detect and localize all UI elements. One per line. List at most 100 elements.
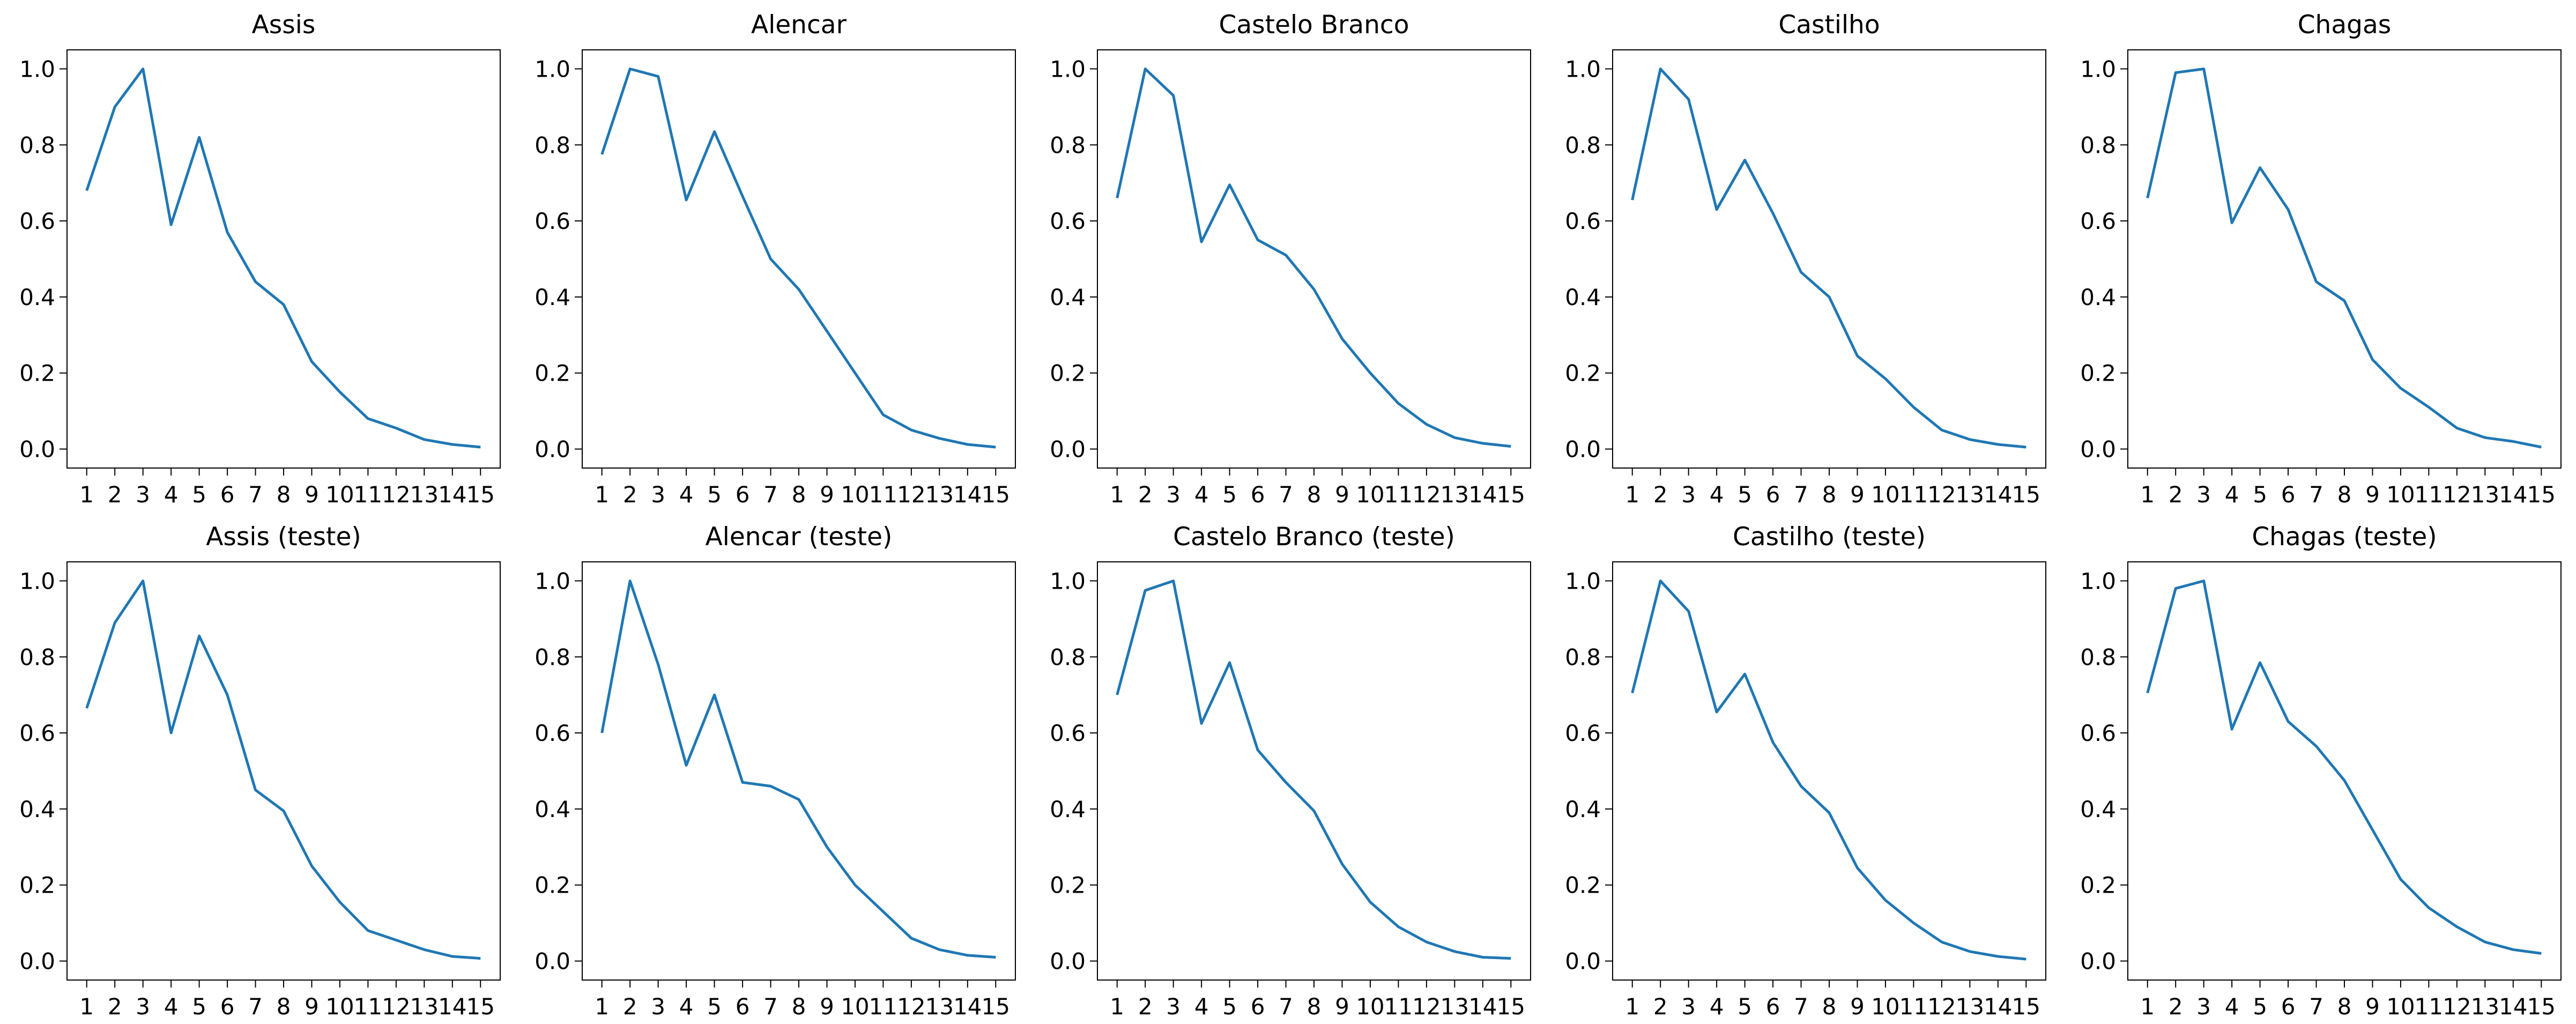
y-tick-label: 0.2: [1050, 872, 1086, 899]
x-tick-label: 11: [354, 481, 382, 508]
subplot-title: Alencar: [751, 10, 847, 40]
x-tick-label: 3: [136, 481, 150, 508]
x-tick-label: 15: [1497, 481, 1525, 508]
y-tick-label: 1.0: [1050, 568, 1086, 594]
x-tick-label: 4: [1194, 993, 1209, 1020]
y-tick-label: 0.6: [2080, 208, 2116, 234]
subplot: Castelo Branco (teste) 0.0 0.2 0.4 0.6 0.8 1.0…: [1030, 512, 1546, 1024]
y-tick-label: 1.0: [2080, 56, 2116, 82]
x-tick-label: 13: [1441, 481, 1469, 508]
x-tick-label: 5: [192, 481, 206, 508]
x-tick-label: 6: [1766, 481, 1780, 508]
subplot: Castilho 0.0 0.2 0.4 0.6 0.8 1.0 1 2 3 4 5 6 7 8 9 10 11 1…: [1546, 0, 2061, 512]
x-tick-label: 12: [2443, 481, 2471, 508]
x-tick-label: 11: [869, 993, 897, 1020]
x-tick-label: 8: [277, 993, 291, 1020]
x-tick-label: 8: [1822, 481, 1837, 508]
x-tick-label: 6: [1251, 481, 1265, 508]
y-tick-label: 1.0: [19, 56, 55, 82]
line-chart: Assis (teste)0.00.20.40.60.81.01 2 3 4 5 6 7 8 9…: [19, 522, 501, 1020]
x-tick-label: 5: [1738, 481, 1752, 508]
x-tick-label: 9: [305, 481, 319, 508]
x-tick-label: 12: [1927, 481, 1956, 508]
y-tick-label: 0.2: [19, 872, 55, 899]
y-tick-label: 0.8: [19, 132, 55, 158]
y-tick-label: 0.6: [1050, 208, 1086, 234]
y-tick-label: 1.0: [19, 568, 55, 594]
subplot-title: Assis (teste): [206, 522, 361, 552]
x-tick-label: 9: [820, 993, 834, 1020]
x-tick-label: 2: [1653, 481, 1668, 508]
subplot: Chagas (teste) 0.0 0.2 0.4 0.6 0.8 1.0 1 2 3 4 5 6 7 8…: [2061, 512, 2576, 1024]
x-tick-label: 1: [595, 481, 609, 508]
x-tick-label: 13: [2471, 993, 2499, 1020]
x-tick-label: 5: [192, 993, 206, 1020]
y-tick-label: 0.4: [534, 796, 570, 822]
x-tick-label: 7: [1794, 481, 1808, 508]
y-tick-label: 0.0: [2080, 948, 2116, 975]
x-tick-label: 11: [1899, 993, 1928, 1020]
y-tick-label: 0.2: [19, 360, 55, 387]
x-tick-label: 3: [2196, 993, 2211, 1020]
subplot: Castilho (teste) 0.0 0.2 0.4 0.6 0.8 1.0 1 2 3 4 5 6…: [1546, 512, 2061, 1024]
y-tick-label: 0.6: [1050, 720, 1086, 746]
x-tick-label: 11: [2415, 481, 2443, 508]
x-tick-label: 11: [354, 993, 382, 1020]
data-line: [600, 68, 996, 449]
x-tick-label: 1: [2140, 993, 2155, 1020]
y-tick-label: 0.4: [1565, 796, 1601, 822]
x-tick-label: 10: [2386, 481, 2415, 508]
data-line: [85, 68, 481, 449]
x-tick-label: 13: [410, 993, 439, 1020]
data-line: [1116, 68, 1511, 448]
y-tick-label: 0.8: [2080, 644, 2116, 670]
x-tick-label: 1: [1110, 481, 1124, 508]
x-tick-label: 3: [651, 993, 665, 1020]
x-tick-label: 15: [1497, 993, 1525, 1020]
y-tick-label: 0.6: [19, 720, 55, 746]
x-tick-label: 1: [595, 993, 609, 1020]
x-tick-label: 5: [1738, 993, 1752, 1020]
x-tick-label: 4: [2225, 993, 2239, 1020]
y-tick-label: 0.2: [1050, 360, 1086, 387]
x-tick-label: 9: [305, 993, 319, 1020]
data-line: [1631, 68, 2026, 449]
x-tick-label: 4: [1710, 481, 1724, 508]
y-tick-label: 0.0: [534, 948, 570, 975]
x-tick-label: 1: [1625, 993, 1639, 1020]
x-tick-label: 2: [1653, 993, 1668, 1020]
y-tick-label: 0.6: [1565, 208, 1601, 234]
x-tick-label: 10: [325, 993, 354, 1020]
data-line: [1116, 580, 1511, 960]
y-tick-label: 0.4: [2080, 284, 2116, 310]
x-tick-label: 5: [1222, 993, 1237, 1020]
x-tick-label: 15: [466, 481, 495, 508]
x-tick-label: 12: [2443, 993, 2471, 1020]
y-tick-label: 0.0: [19, 436, 55, 463]
x-tick-label: 12: [382, 481, 410, 508]
x-tick-label: 7: [248, 481, 263, 508]
axes-frame: [2127, 561, 2562, 981]
y-tick-label: 0.0: [1565, 436, 1601, 463]
data-line: [600, 580, 996, 959]
x-tick-label: 12: [1927, 993, 1956, 1020]
data-line: [85, 580, 481, 960]
x-tick-label: 10: [841, 993, 869, 1020]
x-tick-label: 15: [466, 993, 495, 1020]
x-tick-label: 4: [164, 993, 179, 1020]
y-tick-label: 0.2: [534, 360, 570, 387]
y-tick-label: 0.6: [534, 208, 570, 234]
x-tick-label: 12: [382, 993, 410, 1020]
x-tick-label: 2: [2169, 481, 2183, 508]
subplot-title: Castelo Branco: [1219, 10, 1409, 40]
y-tick-label: 0.8: [1565, 644, 1601, 670]
x-tick-label: 5: [707, 481, 722, 508]
x-tick-label: 4: [2225, 481, 2239, 508]
subplot-title: Assis: [252, 10, 316, 40]
x-tick-label: 8: [2337, 481, 2352, 508]
